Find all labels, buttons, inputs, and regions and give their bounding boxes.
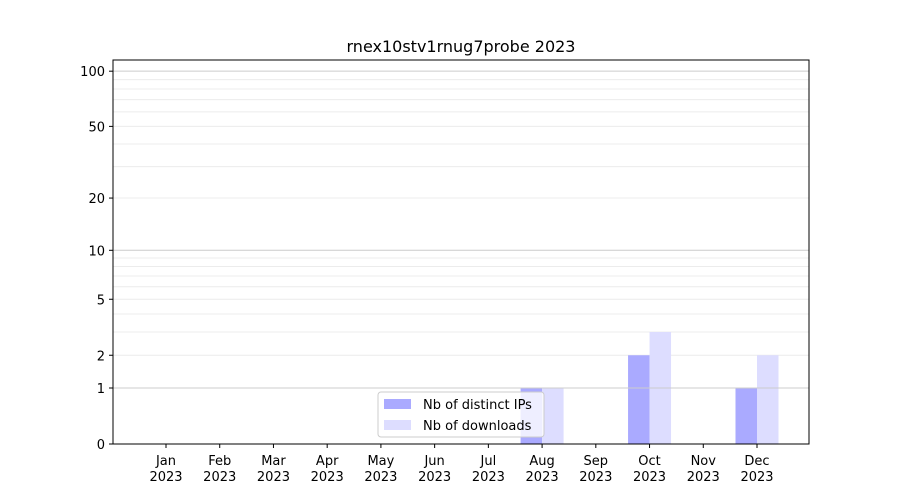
legend: Nb of distinct IPs Nb of downloads — [377, 391, 545, 438]
x-tick-label: Dec 2023 — [740, 454, 773, 485]
x-tick-label: May 2023 — [364, 454, 397, 485]
legend-label: Nb of distinct IPs — [423, 398, 532, 413]
bar-distinct-ips — [628, 355, 650, 444]
y-tick-label: 5 — [97, 293, 105, 308]
chart-title: rnex10stv1rnug7probe 2023 — [347, 37, 576, 56]
x-tick-label: Aug 2023 — [526, 454, 559, 485]
bar-distinct-ips — [735, 388, 757, 444]
y-tick-label: 100 — [80, 65, 105, 80]
x-tick-label: Mar 2023 — [257, 454, 290, 485]
x-tick-label: Nov 2023 — [687, 454, 720, 485]
x-tick-label: Apr 2023 — [311, 454, 344, 485]
x-tick-label: Sep 2023 — [579, 454, 612, 485]
y-tick-label: 10 — [88, 244, 105, 259]
y-tick-label: 20 — [88, 192, 105, 207]
legend-box — [377, 391, 545, 438]
x-tick-label: Jan 2023 — [149, 454, 182, 485]
bar-downloads — [542, 388, 564, 444]
y-tick-label: 0 — [97, 438, 105, 453]
plot-frame — [112, 59, 810, 445]
legend-label: Nb of downloads — [423, 419, 532, 434]
y-tick-label: 50 — [88, 120, 105, 135]
legend-swatch — [384, 420, 411, 430]
x-tick-label: Oct 2023 — [633, 454, 666, 485]
x-tick-label: Jun 2023 — [418, 454, 451, 485]
y-tick-label: 1 — [97, 382, 105, 397]
y-tick-label: 2 — [97, 349, 105, 364]
bar-downloads — [757, 355, 779, 444]
x-tick-label: Jul 2023 — [472, 454, 505, 485]
legend-swatch — [384, 399, 411, 409]
x-tick-label: Feb 2023 — [203, 454, 236, 485]
